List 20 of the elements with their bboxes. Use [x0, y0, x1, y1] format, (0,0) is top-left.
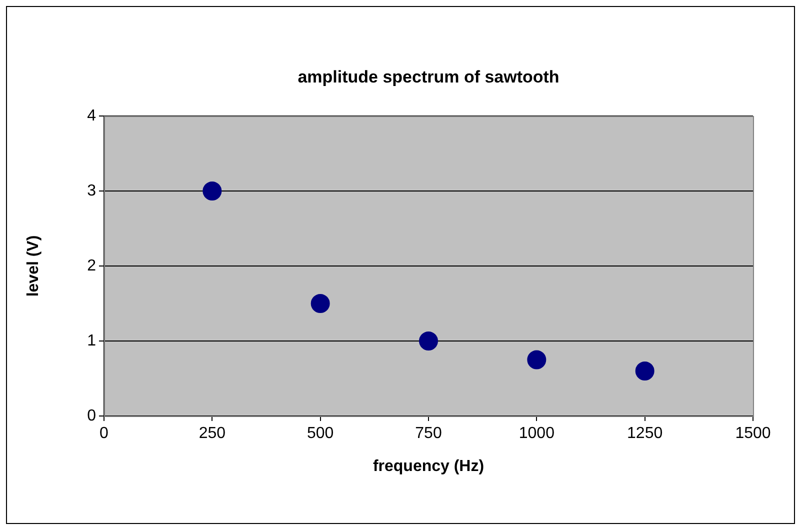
- x-tick-label: 1250: [627, 425, 663, 442]
- y-tick-label: 2: [87, 257, 96, 274]
- y-tick-label: 0: [87, 407, 96, 424]
- x-tick-label: 1500: [735, 425, 771, 442]
- y-tick-label: 3: [87, 182, 96, 200]
- point: [635, 362, 654, 380]
- x-tick-label: 750: [415, 425, 442, 442]
- point: [310, 294, 330, 313]
- chart-title: amplitude spectrum of sawtooth: [298, 68, 560, 87]
- point: [527, 350, 546, 370]
- x-axis-title: frequency (Hz): [372, 458, 484, 475]
- point: [202, 182, 222, 200]
- y-tick-label: 4: [87, 107, 96, 124]
- x-tick-label: 1000: [518, 425, 555, 442]
- y-axis-title: level (V): [25, 235, 42, 297]
- y-tick-label: 1: [87, 332, 96, 350]
- x-tick-label: 250: [198, 425, 226, 442]
- point: [419, 332, 438, 350]
- x-tick-label: 0: [100, 425, 109, 442]
- x-tick-label: 500: [306, 425, 334, 442]
